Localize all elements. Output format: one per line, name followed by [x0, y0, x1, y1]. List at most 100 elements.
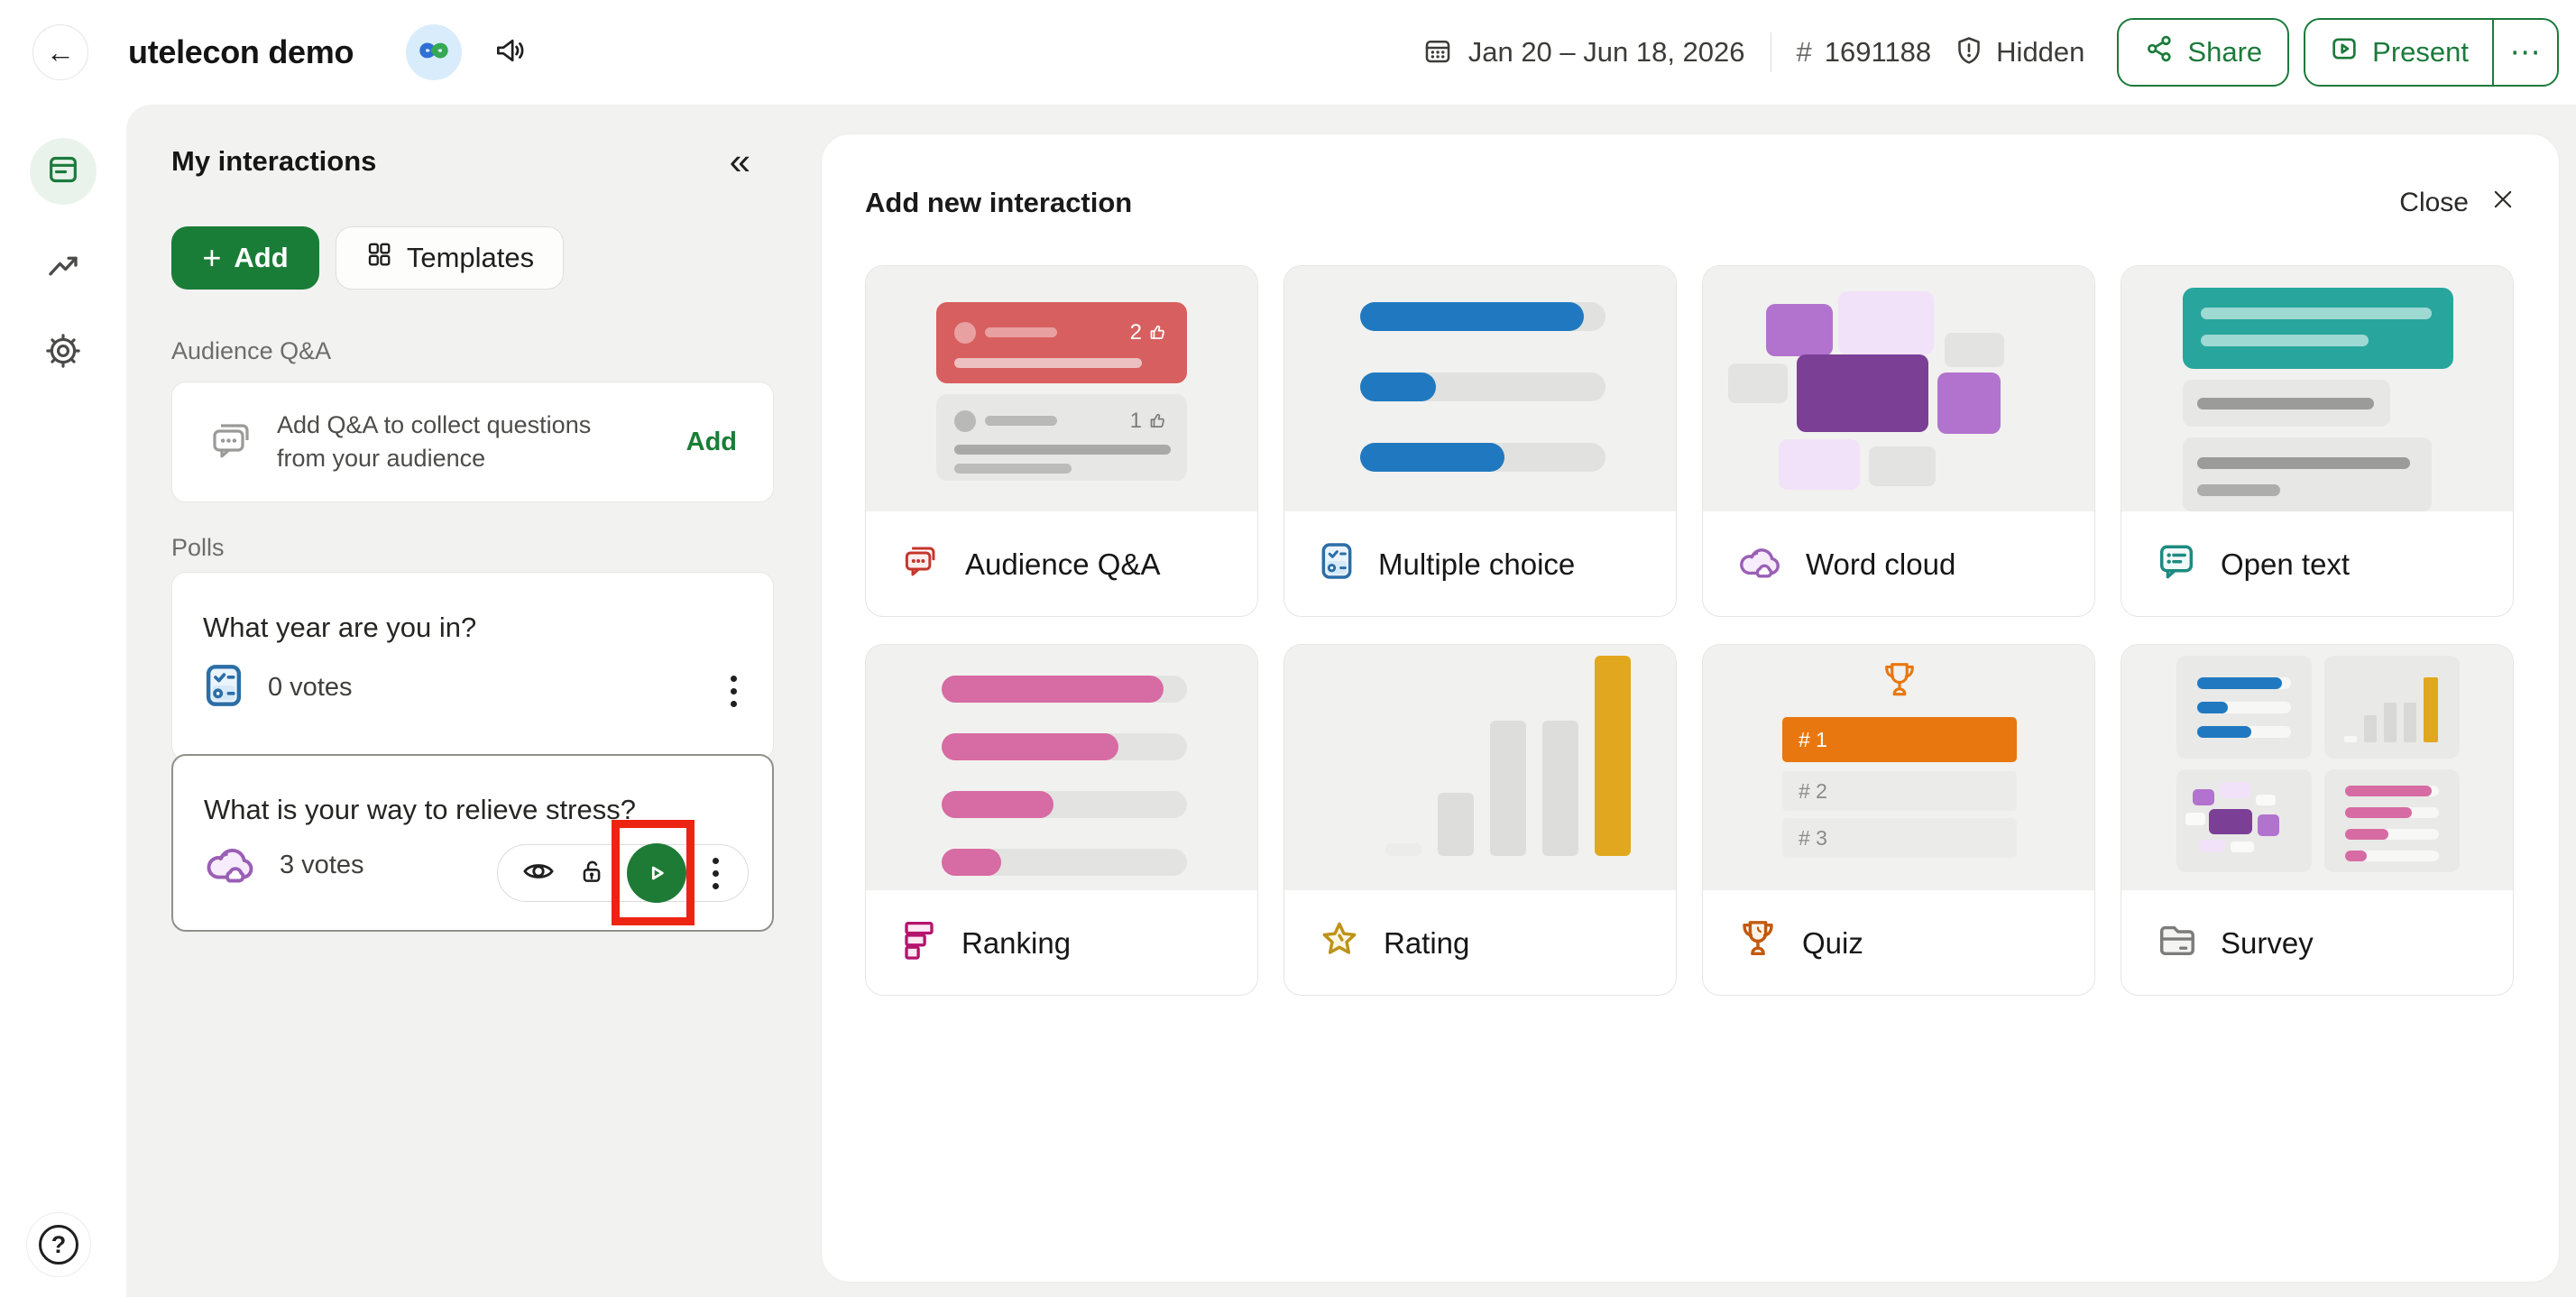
help-icon: ? [39, 1225, 78, 1265]
interaction-card-quiz[interactable]: # 1 # 2 # 3 [1702, 644, 2095, 996]
qa-chat-icon [900, 540, 942, 589]
upvote-count: 2 [1129, 320, 1142, 345]
announcement-button[interactable] [492, 33, 527, 72]
card-label: Ranking [961, 925, 1072, 960]
quiz-rank-1: # 1 [1799, 727, 1827, 751]
shield-alert-icon [1953, 34, 1985, 71]
rating-illustration [1284, 645, 1676, 890]
interaction-card-survey[interactable]: Survey [2121, 644, 2514, 996]
lock-open-button[interactable] [576, 856, 607, 891]
quiz-trophy-icon [1737, 916, 1779, 970]
interaction-grid: 2 1 [865, 265, 2514, 996]
sidebar-heading: My interactions [171, 145, 377, 177]
webex-logo-icon [417, 33, 451, 72]
interaction-card-word-cloud[interactable]: Word cloud [1702, 265, 2095, 617]
session-id: 1691188 [1824, 36, 1932, 68]
word-cloud-icon [204, 841, 256, 890]
poll-item-selected[interactable]: What is your way to relieve stress? 3 vo… [171, 754, 774, 932]
card-label: Audience Q&A [965, 547, 1161, 581]
quiz-illustration: # 1 # 2 # 3 [1703, 645, 2094, 890]
vote-count: 0 votes [268, 673, 353, 702]
left-rail: ? [0, 105, 126, 1297]
gear-icon [44, 332, 82, 374]
rating-star-icon [1319, 919, 1360, 968]
interaction-card-multiple-choice[interactable]: Multiple choice [1283, 265, 1677, 617]
interaction-card-ranking[interactable]: Ranking [865, 644, 1258, 996]
interaction-card-rating[interactable]: Rating [1283, 644, 1677, 996]
plus-icon: + [202, 239, 222, 276]
interaction-card-audience-qa[interactable]: 2 1 [865, 265, 1258, 617]
card-label: Word cloud [1806, 547, 1956, 581]
close-x-icon [2490, 187, 2516, 219]
date-range: Jan 20 – Jun 18, 2026 [1467, 36, 1745, 68]
visibility-status: Hidden [1996, 36, 2085, 68]
share-button[interactable]: Share [2117, 18, 2290, 87]
top-bar: ← utelecon demo Jan 20 – J [0, 0, 2576, 105]
poll-item[interactable]: What year are you in? 0 votes [171, 572, 774, 760]
word-cloud-icon [1737, 541, 1782, 588]
poll-hover-toolbar [497, 843, 749, 903]
play-button[interactable] [627, 843, 687, 903]
multiple-choice-icon [1319, 539, 1355, 590]
present-split-button: Present ⋯ [2304, 18, 2559, 87]
qa-promo-card[interactable]: Add Q&A to collect questions from your a… [171, 382, 774, 502]
survey-illustration [2121, 645, 2513, 890]
templates-label: Templates [406, 242, 535, 273]
rail-item-results[interactable] [0, 247, 126, 290]
add-interaction-panel: Add new interaction Close [821, 133, 2560, 1283]
topbar-right-group: Jan 20 – Jun 18, 2026 # 1691188 Hidden S… [1421, 18, 2559, 87]
chat-bubbles-icon [207, 415, 257, 470]
close-label: Close [2399, 188, 2469, 217]
open-text-illustration [2121, 266, 2513, 511]
preview-eye-button[interactable] [521, 854, 556, 893]
megaphone-icon [492, 33, 527, 72]
back-button[interactable]: ← [32, 24, 88, 80]
survey-folder-icon [2156, 919, 2197, 968]
close-button[interactable]: Close [2399, 187, 2516, 219]
help-button[interactable]: ? [26, 1212, 91, 1277]
qa-add-link[interactable]: Add [685, 427, 737, 456]
ranking-icon [900, 918, 938, 969]
upvote-count: 1 [1129, 409, 1142, 433]
grid-icon [365, 241, 392, 275]
quiz-rank-2: # 2 [1799, 778, 1827, 803]
multiple-choice-illustration [1284, 266, 1676, 511]
polls-section-label: Polls [171, 534, 225, 561]
interactions-sidebar: My interactions « + Add Templates Audien… [171, 105, 774, 1297]
trending-up-icon [44, 247, 82, 290]
poll-question: What is your way to relieve stress? [204, 794, 636, 825]
add-label: Add [234, 242, 289, 273]
kebab-menu-button[interactable] [725, 670, 742, 713]
webex-badge[interactable] [406, 24, 463, 80]
share-icon [2144, 33, 2175, 71]
present-button[interactable]: Present [2305, 20, 2492, 85]
card-label: Rating [1384, 925, 1470, 960]
present-play-icon [2329, 33, 2360, 71]
templates-button[interactable]: Templates [336, 226, 564, 290]
rail-item-settings[interactable] [0, 332, 126, 374]
audience-qa-illustration: 2 1 [866, 266, 1257, 511]
present-label: Present [2372, 36, 2469, 68]
interaction-card-open-text[interactable]: Open text [2121, 265, 2514, 617]
open-text-icon [2156, 540, 2197, 589]
collapse-sidebar-button[interactable]: « [729, 140, 750, 182]
panel-heading: Add new interaction [865, 187, 1133, 218]
card-label: Multiple choice [1378, 547, 1576, 581]
presentation-title: utelecon demo [128, 33, 354, 70]
card-label: Open text [2221, 547, 2351, 581]
back-arrow-icon: ← [46, 35, 75, 69]
add-button[interactable]: + Add [171, 226, 319, 290]
kebab-menu-button[interactable] [707, 852, 724, 895]
qa-section-label: Audience Q&A [171, 337, 332, 364]
more-options-button[interactable]: ⋯ [2492, 20, 2557, 85]
active-indicator [30, 138, 97, 205]
rail-item-interactions[interactable] [0, 138, 126, 205]
help-glyph: ? [51, 1230, 67, 1258]
multiple-choice-icon [203, 660, 244, 715]
content-area: My interactions « + Add Templates Audien… [126, 105, 2576, 1297]
interactions-icon [45, 152, 81, 192]
vote-count: 3 votes [280, 851, 364, 879]
card-label: Quiz [1802, 925, 1863, 960]
word-cloud-illustration [1703, 266, 2094, 511]
qa-promo-text: Add Q&A to collect questions from your a… [277, 411, 592, 472]
